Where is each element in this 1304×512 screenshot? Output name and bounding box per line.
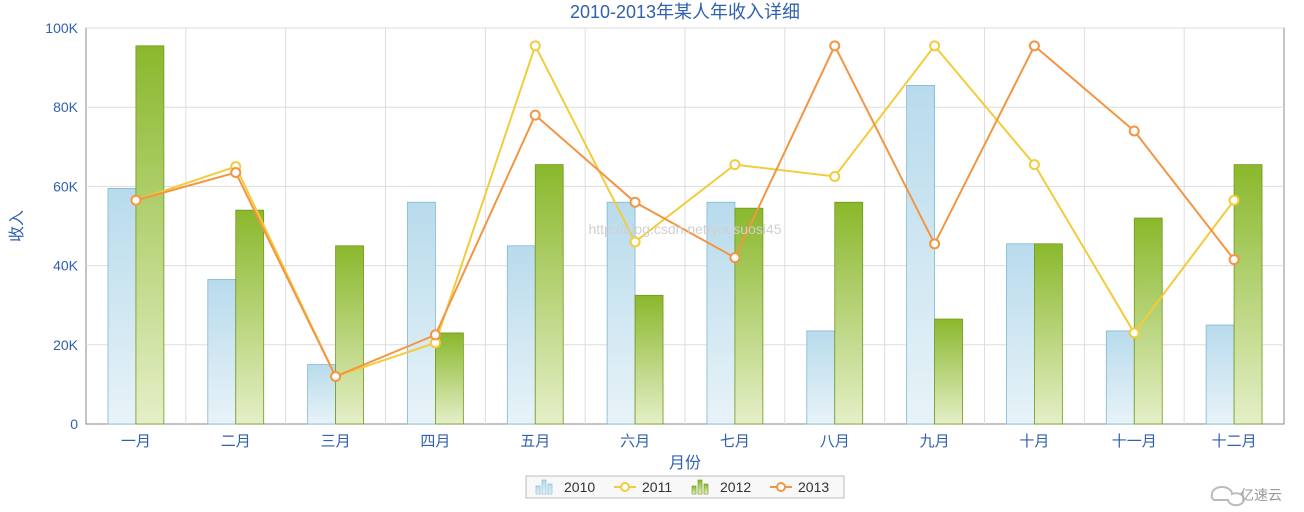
y-tick-label: 20K	[53, 337, 79, 353]
y-tick-label: 60K	[53, 178, 79, 194]
marker-2013	[331, 372, 340, 381]
watermark: http://blog.csdn.net/yousuosi45	[588, 221, 781, 237]
marker-2011	[631, 237, 640, 246]
marker-2013	[231, 168, 240, 177]
bar-2012	[435, 333, 463, 424]
x-category: 五月	[520, 433, 550, 450]
bar-2012	[236, 210, 264, 424]
marker-2013	[830, 41, 839, 50]
legend-item-2010[interactable]: 2010	[536, 479, 595, 495]
marker-2011	[830, 172, 839, 181]
marker-2011	[1030, 160, 1039, 169]
marker-2013	[1130, 126, 1139, 135]
marker-2011	[930, 41, 939, 50]
bar-2010	[1206, 325, 1234, 424]
marker-2011	[1230, 196, 1239, 205]
chart-title: 2010-2013年某人年收入详细	[570, 2, 800, 22]
bar-2012	[1034, 244, 1062, 424]
bar-2012	[735, 208, 763, 424]
legend-label: 2010	[564, 479, 595, 495]
marker-2013	[730, 253, 739, 262]
legend-item-2012[interactable]: 2012	[692, 479, 751, 495]
marker-2013	[1230, 255, 1239, 264]
y-tick-label: 40K	[53, 258, 79, 274]
marker-2011	[531, 41, 540, 50]
marker-2013	[1030, 41, 1039, 50]
x-category: 二月	[221, 433, 251, 450]
marker-2013	[531, 111, 540, 120]
bar-2010	[1006, 244, 1034, 424]
bar-2012	[1134, 218, 1162, 424]
x-category: 八月	[820, 433, 850, 450]
logo: 亿速云	[1212, 487, 1282, 505]
marker-2013	[631, 198, 640, 207]
bar-2012	[136, 46, 164, 424]
marker-2013	[131, 196, 140, 205]
y-tick-label: 80K	[53, 99, 79, 115]
bar-2012	[635, 295, 663, 424]
x-axis-label: 月份	[669, 454, 701, 472]
x-category: 十一月	[1112, 433, 1157, 450]
y-axis-label: 收入	[8, 210, 26, 242]
bar-2010	[907, 85, 935, 424]
marker-2013	[930, 239, 939, 248]
bar-2010	[807, 331, 835, 424]
x-category: 四月	[420, 433, 450, 450]
bar-2010	[108, 188, 136, 424]
bar-2012	[835, 202, 863, 424]
marker-2011	[730, 160, 739, 169]
bar-2010	[507, 246, 535, 424]
logo-text: 亿速云	[1240, 487, 1282, 503]
x-category: 一月	[121, 433, 151, 450]
bar-2012	[336, 246, 364, 424]
bar-2012	[535, 165, 563, 424]
legend-label: 2013	[798, 479, 829, 495]
x-category: 七月	[720, 433, 750, 450]
bar-2010	[1106, 331, 1134, 424]
x-category: 三月	[321, 433, 351, 450]
x-category: 九月	[920, 433, 950, 450]
bar-2012	[935, 319, 963, 424]
bar-2010	[208, 279, 236, 424]
x-category: 十月	[1019, 433, 1049, 450]
y-tick-label: 100K	[45, 20, 78, 36]
x-category: 十二月	[1212, 433, 1257, 450]
marker-2011	[1130, 328, 1139, 337]
bar-2010	[407, 202, 435, 424]
y-tick-label: 0	[70, 416, 78, 432]
marker-2013	[431, 330, 440, 339]
legend-label: 2011	[642, 479, 672, 495]
x-category: 六月	[620, 433, 650, 450]
legend-label: 2012	[720, 479, 751, 495]
